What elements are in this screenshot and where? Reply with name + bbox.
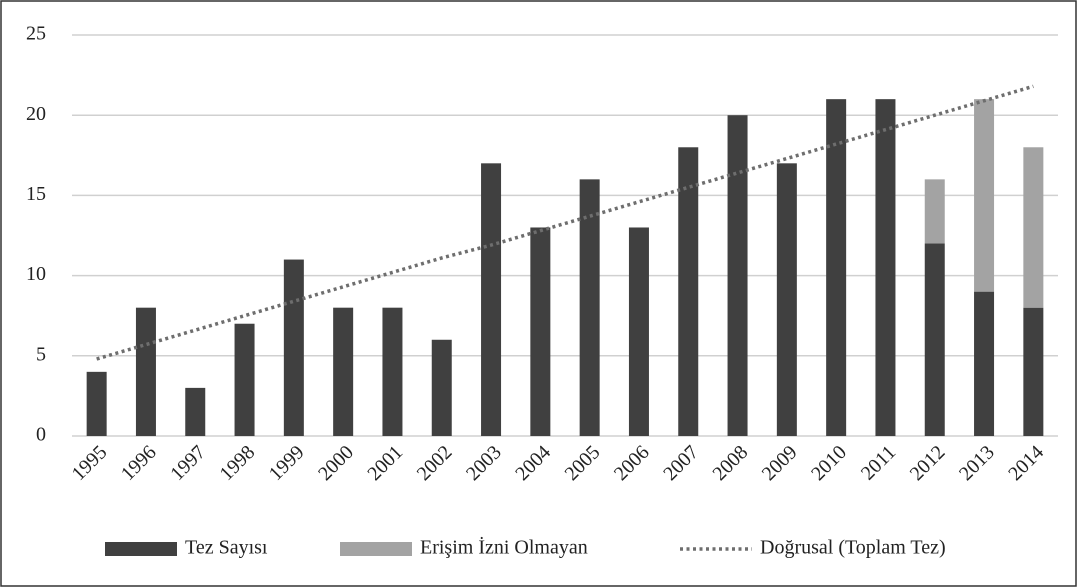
y-tick-label: 25 bbox=[26, 23, 46, 45]
bar bbox=[678, 147, 699, 436]
bar bbox=[1023, 147, 1044, 308]
legend-label: Doğrusal (Toplam Tez) bbox=[760, 537, 946, 559]
bar bbox=[974, 99, 995, 292]
legend-label: Erişim İzni Olmayan bbox=[420, 536, 588, 559]
y-tick-label: 15 bbox=[26, 183, 46, 205]
bar bbox=[727, 115, 748, 436]
y-tick-label: 20 bbox=[26, 103, 46, 125]
bar bbox=[135, 307, 156, 436]
y-tick-label: 5 bbox=[36, 343, 46, 365]
trend-line bbox=[96, 84, 1034, 361]
bar bbox=[776, 163, 797, 436]
bar bbox=[579, 179, 600, 437]
bar bbox=[234, 323, 255, 436]
bar bbox=[1023, 307, 1044, 436]
bar bbox=[333, 307, 354, 436]
bar bbox=[481, 163, 502, 436]
bar bbox=[628, 227, 649, 436]
y-tick-label: 0 bbox=[36, 424, 46, 446]
bar bbox=[924, 179, 945, 244]
bar bbox=[826, 99, 847, 436]
legend-swatch bbox=[340, 542, 412, 556]
bar bbox=[86, 371, 107, 436]
bar bbox=[875, 99, 896, 436]
bar bbox=[431, 339, 452, 436]
legend-swatch bbox=[105, 542, 177, 556]
legend-label: Tez Sayısı bbox=[185, 537, 268, 559]
y-tick-label: 10 bbox=[26, 263, 46, 285]
bar bbox=[283, 259, 304, 436]
bar bbox=[924, 243, 945, 436]
bar bbox=[974, 291, 995, 436]
bar bbox=[530, 227, 551, 436]
bar bbox=[185, 387, 206, 436]
bar bbox=[382, 307, 403, 436]
